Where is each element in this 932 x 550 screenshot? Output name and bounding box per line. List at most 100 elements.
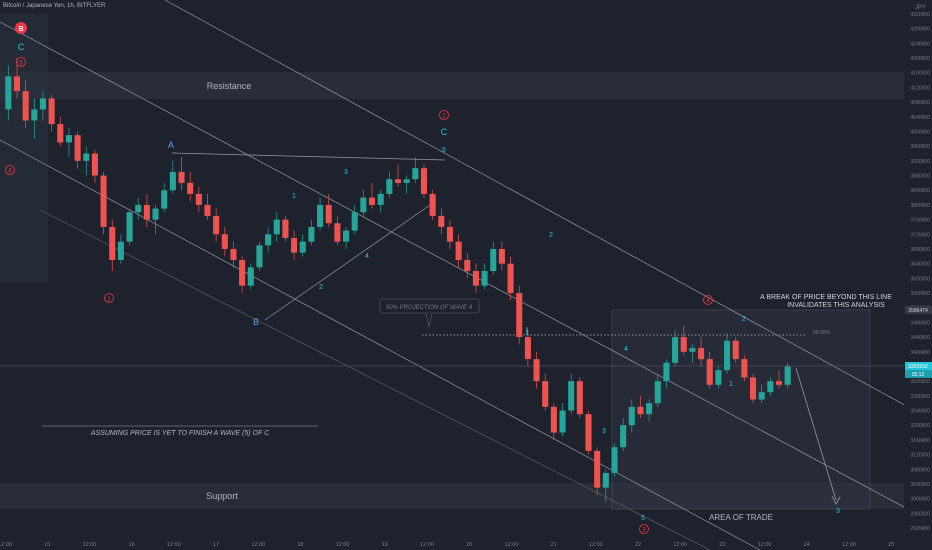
candle-body [265,234,272,246]
svg-text:3: 3 [642,528,646,534]
candle-body [204,204,211,216]
candle-body [654,381,661,404]
candle-body [464,259,471,271]
inner-trend-line [39,209,711,550]
channel-mid-line [0,21,932,523]
channel-upper-line [164,0,932,421]
candle-body [351,212,358,231]
candle-body [438,215,445,227]
wave-label-red-2: 2 [439,110,449,120]
candle-body [187,182,194,194]
candle-body [39,98,46,110]
time-tick-label: 15 [44,542,50,548]
svg-text:4: 4 [8,169,12,175]
candle-body [152,208,159,220]
time-tick-label: 18 [297,542,303,548]
wave-label-tri-5: 5 [442,147,446,154]
candle-body [57,124,64,143]
candle-body [784,366,791,385]
candle-body [343,230,350,242]
candles-group [5,58,791,503]
price-tag-last-text: 3362550 [908,364,928,370]
candle-body [256,245,263,268]
candle-body [715,370,722,385]
time-axis[interactable]: 12:00 15 12:00 16 12:00 17 12:00 18 12:00 19 12:00… [0,542,894,548]
wave-label-up-2: 2 [742,316,746,323]
time-tick-label: 12:00 [673,542,687,548]
price-tick-label: 3920000 [911,159,931,165]
resistance-zone [0,72,904,99]
candle-body [481,271,488,286]
price-tick-label: 4240000 [911,41,931,47]
candle-body [620,425,627,448]
time-tick-label: 19 [382,542,388,548]
candle-body [74,135,81,161]
candle-body [100,175,107,227]
candle-body [403,179,410,183]
price-tick-label: 3120000 [911,453,931,459]
price-tick-label: 3560000 [911,291,931,297]
wave-label-down-2: 2 [549,232,553,239]
time-tick-label: 17 [213,542,219,548]
price-tick-label: 3960000 [911,144,931,150]
price-tick-label: 3200000 [911,423,931,429]
candle-body [455,241,462,260]
candle-body [273,219,280,235]
projection-callout-text: 50% PROJECTION OF WAVE 4 [386,305,473,311]
candle-body [533,359,540,382]
candle-body [611,447,618,473]
candle-body [472,271,479,286]
price-tag-countdown [905,370,932,378]
wave-label-red-4-left: 4 [5,165,15,175]
time-tick-label: 12:00 [758,542,772,548]
candle-body [230,248,237,260]
svg-text:4: 4 [706,299,710,305]
candle-body [109,226,116,260]
price-tick-label: 3080000 [911,467,931,473]
candle-body [169,171,176,191]
candle-body [65,135,72,143]
candle-body [360,197,367,213]
candle-body [161,190,168,209]
candle-body [48,98,55,125]
price-tick-label: 3480000 [911,320,931,326]
price-tick-label: 3040000 [911,482,931,488]
price-tick-label: 3440000 [911,335,931,341]
svg-text:2: 2 [442,114,446,120]
candle-body [559,410,566,433]
time-tick-label: 12:00 [0,542,12,548]
wave-label-down-1: 1 [525,330,529,337]
time-tick-label: 12:00 [167,542,181,548]
candle-body [135,204,142,213]
svg-text:B: B [18,26,23,33]
candle-body [299,241,306,253]
price-tag-countdown-text: 35:12 [912,372,925,378]
wave-label-down-4: 4 [624,346,628,353]
wave-label-C-left: C [18,42,25,52]
channel-lower-line [0,139,761,550]
wave-label-tri-2: 2 [319,284,323,291]
time-tick-label: 22 [635,542,641,548]
forecast-arrow-line [795,367,837,501]
wave-label-red-1: 1 [104,293,114,303]
wave-labels-blue: C A B C 1 2 3 4 5 1 2 3 4 5 1 2 3 [18,42,840,522]
candle-body [221,234,228,249]
candle-body [732,340,739,360]
candle-body [706,359,713,385]
time-tick-label: 12:00 [83,542,97,548]
price-tick-label: 4280000 [911,27,931,33]
wave-label-down-3: 3 [602,428,606,435]
candle-body [585,414,592,451]
candle-body [31,109,38,121]
price-axis[interactable]: 2920000 2960000 3000000 3040000 3080000 31200… [904,0,932,550]
time-tick-label: 12:00 [420,542,434,548]
candle-body [698,348,705,360]
candle-body [637,406,644,415]
price-tick-label: 3400000 [911,350,931,356]
candle-body [412,168,419,180]
price-tag-upper-text: 3586474 [908,308,928,314]
candle-body [195,193,202,205]
wave-label-red-B: B [15,22,27,34]
wave-label-up-1: 1 [729,381,733,388]
